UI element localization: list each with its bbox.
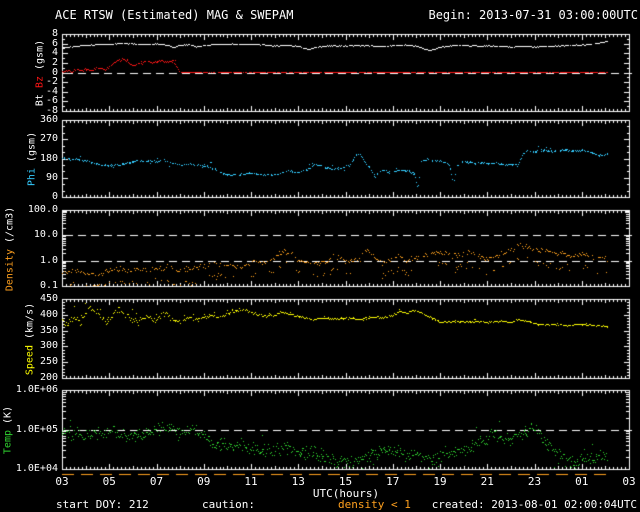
y-tick-label: 400: [39, 309, 58, 320]
footer-created-timestamp: created: 2013-08-01 02:00:04UTC: [431, 498, 637, 511]
y-tick-label: 0: [51, 67, 58, 78]
panel-axis-title-segment: Speed: [24, 345, 36, 376]
x-tick-label: 19: [433, 475, 447, 488]
x-tick-label: 15: [338, 475, 353, 488]
panel-axis-title-temp: Temp (K): [3, 406, 14, 454]
y-tick-label: 2: [51, 57, 58, 68]
y-tick-label: 10.0: [33, 229, 58, 240]
y-tick-label: 100.0: [27, 204, 58, 215]
y-tick-label: 450: [39, 293, 58, 304]
panel-axis-title-segment: (/cm3): [4, 206, 16, 249]
y-tick-label: 180: [39, 153, 58, 164]
x-tick-label: 09: [197, 475, 211, 488]
y-tick-label: 300: [39, 340, 58, 351]
panel-axis-title-segment: Phi: [26, 168, 38, 187]
panel-axis-title-segment: Bt: [34, 88, 46, 107]
y-tick-label: 0.1: [39, 280, 58, 291]
y-tick-label: 200: [39, 372, 58, 383]
y-tick-label: -8: [45, 105, 58, 116]
x-tick-label: 11: [244, 475, 258, 488]
y-tick-label: 350: [39, 325, 58, 336]
panel-axis-title-segment: Temp: [2, 430, 14, 455]
y-tick-label: 0: [51, 191, 58, 202]
panel-axis-title-segment: (gsm): [34, 39, 46, 77]
footer-caution-value: density < 1: [338, 498, 411, 511]
x-tick-label: 03: [622, 475, 636, 488]
x-tick-label: 05: [102, 475, 116, 488]
panel-axis-title-density: Density (/cm3): [5, 206, 16, 290]
page-title: ACE RTSW (Estimated) MAG & SWEPAM: [55, 8, 294, 22]
x-tick-label: 13: [291, 475, 305, 488]
panel-axis-title-segment: (km/s): [24, 302, 36, 346]
panel-axis-title-phi: Phi (gsm): [27, 132, 38, 186]
y-tick-label: -2: [45, 76, 58, 87]
x-tick-label: 21: [480, 475, 494, 488]
panel-axis-title-speed: Speed (km/s): [25, 303, 36, 375]
x-tick-label: 23: [527, 475, 542, 488]
y-tick-label: 1.0E+05: [15, 424, 58, 435]
x-tick-label: 17: [386, 475, 400, 488]
y-tick-label: 6: [51, 38, 58, 49]
panel-axis-title-segment: (gsm): [26, 131, 38, 169]
y-tick-label: 8: [51, 28, 58, 39]
y-tick-label: -6: [45, 95, 58, 106]
panel-axis-title-segment: Density: [4, 248, 16, 291]
y-tick-label: 1.0E+06: [15, 384, 58, 395]
panel-axis-title-mag: Bt Bz (gsm): [35, 40, 46, 106]
panel-axis-title-segment: (K): [2, 405, 14, 430]
y-tick-label: 360: [39, 114, 58, 125]
footer-start-doy: start DOY: 212: [56, 498, 149, 511]
y-tick-label: -4: [45, 86, 58, 97]
panel-axis-title-segment: Bz: [34, 76, 46, 89]
y-tick-label: 1.0E+04: [15, 463, 58, 474]
begin-timestamp: Begin: 2013-07-31 03:00:00UTC: [428, 8, 638, 22]
x-tick-label: 07: [149, 475, 164, 488]
x-axis-title: UTC(hours): [312, 487, 380, 500]
y-tick-label: 1.0: [39, 255, 58, 266]
y-tick-label: 4: [51, 47, 58, 58]
x-tick-label: 03: [55, 475, 69, 488]
y-tick-label: 90: [45, 172, 58, 183]
footer-caution-label: caution:: [202, 498, 255, 511]
y-tick-label: 270: [39, 133, 58, 144]
x-tick-label: 01: [575, 475, 589, 488]
y-tick-label: 250: [39, 356, 58, 367]
